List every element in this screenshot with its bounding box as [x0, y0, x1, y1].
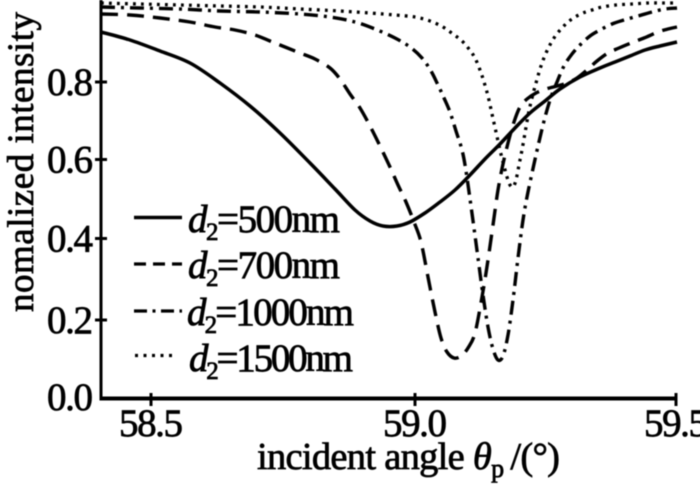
svg-text:d2=1500nm: d2=1500nm: [189, 337, 353, 385]
svg-text:nomalized intensity: nomalized intensity: [1, 12, 42, 313]
svg-text:58.5: 58.5: [119, 402, 183, 445]
svg-text:0.2: 0.2: [47, 299, 93, 342]
svg-text:0.0: 0.0: [47, 376, 93, 419]
svg-text:0.4: 0.4: [47, 218, 93, 261]
svg-text:59.5: 59.5: [644, 402, 700, 445]
svg-text:incident angle θp /(°): incident angle θp /(°): [257, 436, 560, 483]
svg-text:0.8: 0.8: [47, 61, 93, 104]
svg-text:d2=700nm: d2=700nm: [188, 244, 340, 292]
svg-text:d2=500nm: d2=500nm: [188, 198, 340, 246]
svg-text:59.0: 59.0: [383, 402, 447, 445]
svg-text:0.6: 0.6: [47, 139, 93, 182]
svg-text:d2=1000nm: d2=1000nm: [187, 291, 354, 339]
